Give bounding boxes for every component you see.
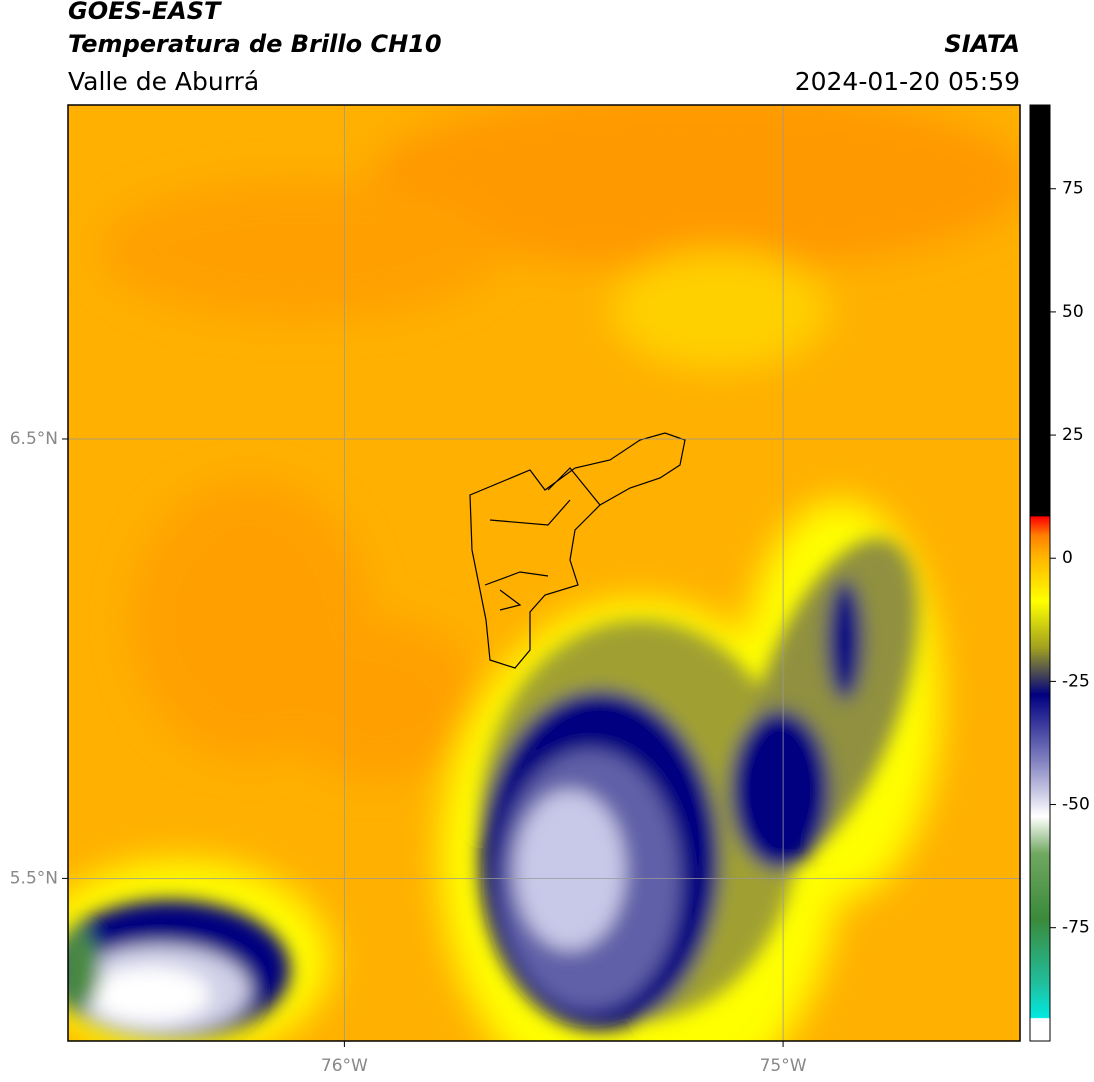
colorbar: [1029, 104, 1051, 1042]
valley-outline: [469, 432, 686, 669]
colorbar-tick-label: -75: [1062, 918, 1090, 938]
satellite-field: [68, 105, 1020, 1041]
lat-tick-label: 5.5°N: [10, 868, 58, 888]
datetime: 2024-01-20 05:59: [795, 67, 1020, 96]
lon-tick-label: 76°W: [321, 1056, 368, 1076]
lon-tick-label: 75°W: [760, 1056, 807, 1076]
colorbar-tick-label: 25: [1062, 425, 1084, 445]
colorbar-tick-label: 0: [1062, 548, 1073, 568]
map-frame: [67, 104, 1021, 1042]
colorbar-tick-label: -25: [1062, 671, 1090, 691]
colorbar-tick-label: 50: [1062, 302, 1084, 322]
region: Valle de Aburrá: [68, 67, 259, 96]
colorbar-tick-label: -50: [1062, 795, 1090, 815]
lat-tick-label: 6.5°N: [10, 429, 58, 449]
title: GOES-EAST: [68, 0, 222, 25]
colorbar-tick-label: 75: [1062, 179, 1084, 199]
subtitle: Temperatura de Brillo CH10: [68, 30, 442, 58]
source: SIATA: [944, 30, 1020, 58]
